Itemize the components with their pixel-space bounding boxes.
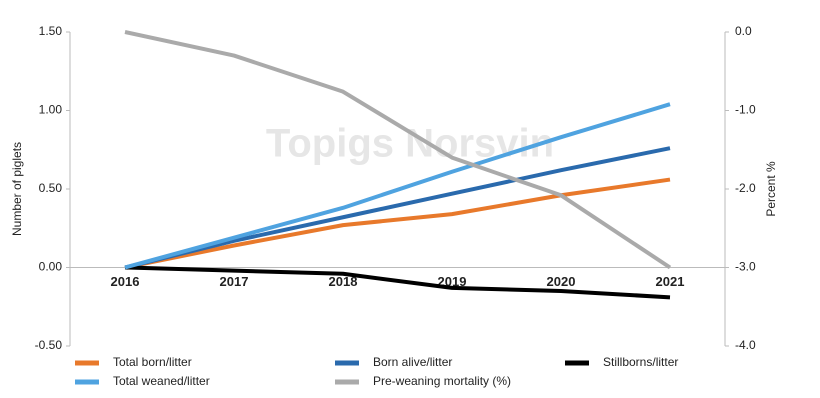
y2-tick-label: -3.0 — [735, 260, 756, 274]
legend-label: Total born/litter — [113, 355, 192, 369]
legend-label: Stillborns/litter — [603, 355, 678, 369]
series-line — [124, 102, 671, 270]
x-tick-label: 2021 — [656, 274, 685, 289]
series-line — [124, 265, 671, 300]
y-axis-label: Number of piglets — [10, 142, 24, 236]
legend-label: Born alive/litter — [373, 355, 452, 369]
y-tick-label: -0.50 — [35, 338, 63, 352]
x-tick-label: 2016 — [111, 274, 140, 289]
y2-tick-label: -4.0 — [735, 338, 756, 352]
y2-tick-label: 0.0 — [735, 24, 752, 38]
series-line — [124, 146, 671, 270]
x-tick-label: 2018 — [329, 274, 358, 289]
y2-tick-label: -1.0 — [735, 103, 756, 117]
legend-label: Pre-weaning mortality (%) — [373, 374, 511, 388]
series-line — [124, 177, 671, 270]
legend-label: Total weaned/litter — [113, 374, 210, 388]
series-line — [124, 30, 672, 270]
y-tick-label: 1.00 — [39, 103, 63, 117]
y-tick-label: 0.00 — [39, 260, 63, 274]
x-tick-label: 2020 — [547, 274, 576, 289]
y2-tick-label: -2.0 — [735, 181, 756, 195]
y-tick-label: 0.50 — [39, 181, 63, 195]
y-tick-label: 1.50 — [39, 24, 63, 38]
x-tick-label: 2017 — [220, 274, 249, 289]
watermark: Topigs Norsvin — [266, 122, 554, 166]
y2-axis-label: Percent % — [764, 161, 778, 217]
